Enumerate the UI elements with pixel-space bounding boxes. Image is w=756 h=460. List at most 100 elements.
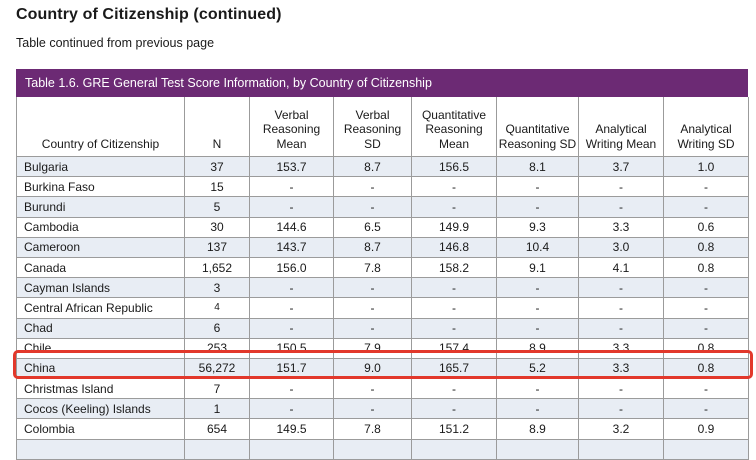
score-cell: 8.9 (496, 418, 579, 440)
score-cell: 8.7 (333, 236, 412, 258)
header-row: Country of Citizenship N Verbal Reasoning … (16, 97, 749, 157)
score-cell: - (333, 398, 412, 420)
score-cell: - (411, 196, 497, 218)
table-row: Burundi 5- - - - - - (16, 196, 749, 218)
empty-cell (16, 438, 185, 460)
country-cell: Cocos (Keeling) Islands (16, 398, 185, 420)
n-cell: 15 (184, 176, 250, 198)
score-cell: - (411, 378, 497, 400)
n-cell: 6 (184, 317, 250, 339)
score-cell: 6.5 (333, 216, 412, 238)
table-caption-bar: Table 1.6. GRE General Test Score Inform… (16, 69, 748, 97)
country-cell: Cameroon (16, 236, 185, 258)
n-cell: 654 (184, 418, 250, 440)
score-cell: 143.7 (249, 236, 334, 258)
score-cell: - (496, 176, 579, 198)
gre-score-table: Country of Citizenship N Verbal Reasoning … (16, 97, 749, 460)
table-row: Bulgaria 37 153.7 8.7 156.5 8.1 3.7 1.0 (16, 155, 749, 178)
score-cell: - (333, 378, 412, 400)
score-cell: 7.9 (333, 337, 412, 359)
score-cell: - (411, 176, 497, 198)
score-cell: - (249, 398, 334, 420)
score-cell: 0.6 (663, 216, 749, 238)
table-row: China 56,272 151.7 9.0 165.7 5.2 3.3 0.8 (16, 357, 749, 380)
score-cell: 149.9 (411, 216, 497, 238)
table-row: Central African Republic 4- - - - - - (16, 297, 749, 319)
n-cell: 1 (184, 398, 250, 420)
score-cell: - (578, 196, 664, 218)
score-cell: - (333, 277, 412, 299)
score-cell: - (663, 317, 749, 339)
score-cell: 10.4 (496, 236, 579, 258)
column-header: Analytical Writing SD (663, 97, 749, 157)
score-cell: 7.8 (333, 256, 412, 279)
score-cell: - (333, 317, 412, 339)
score-cell: 156.0 (249, 256, 334, 279)
n-cell: 7 (184, 378, 250, 400)
n-cell: 1,652 (184, 256, 250, 279)
score-cell: - (333, 176, 412, 198)
score-cell: 1.0 (663, 155, 749, 178)
table-body: Bulgaria 37 153.7 8.7 156.5 8.1 3.7 1.0 Burkina … (16, 155, 749, 460)
column-header: Verbal Reasoning Mean (249, 97, 334, 157)
score-cell: - (249, 277, 334, 299)
score-cell: 8.1 (496, 155, 579, 178)
table-row: Canada 1,652 156.0 7.8 158.2 9.1 4.1 0.8 (16, 256, 749, 279)
country-cell: Christmas Island (16, 378, 185, 400)
column-header: N (184, 97, 250, 157)
table-row: Chad 6- - - - - - (16, 317, 749, 339)
score-cell: 0.8 (663, 357, 749, 380)
country-cell: Burkina Faso (16, 176, 185, 198)
score-cell: 149.5 (249, 418, 334, 440)
score-cell: 3.7 (578, 155, 664, 178)
n-cell: 4 (184, 297, 250, 319)
score-cell: - (249, 176, 334, 198)
score-cell: 144.6 (249, 216, 334, 238)
score-cell: 8.9 (496, 337, 579, 359)
score-cell: - (496, 398, 579, 420)
table-row: Cameroon 137 143.7 8.7 146.8 10.4 3.0 0.8 (16, 236, 749, 258)
score-cell: - (578, 176, 664, 198)
score-cell: - (411, 277, 497, 299)
score-cell: - (333, 297, 412, 319)
table-row-partial (16, 438, 749, 460)
empty-cell (249, 438, 334, 460)
table-row: Cayman Islands 3- - - - - - (16, 277, 749, 299)
score-cell: 3.0 (578, 236, 664, 258)
score-cell: - (578, 297, 664, 319)
n-cell: 5 (184, 196, 250, 218)
country-cell: Canada (16, 256, 185, 279)
n-cell: 30 (184, 216, 250, 238)
score-cell: - (411, 317, 497, 339)
column-header: Verbal Reasoning SD (333, 97, 412, 157)
score-cell: - (333, 196, 412, 218)
table-row: Chile 253 150.5 7.9 157.4 8.9 3.3 0.8 (16, 337, 749, 359)
n-cell: 56,272 (184, 357, 250, 380)
score-cell: - (496, 378, 579, 400)
score-cell: 0.9 (663, 418, 749, 440)
table-row: Burkina Faso 15- - - - - - (16, 176, 749, 198)
score-cell: - (496, 297, 579, 319)
table-row: Christmas Island 7- - - - - - (16, 378, 749, 400)
country-cell: Cambodia (16, 216, 185, 238)
score-cell: 153.7 (249, 155, 334, 178)
score-cell: - (411, 297, 497, 319)
country-cell: Chad (16, 317, 185, 339)
score-cell: 0.8 (663, 337, 749, 359)
column-header: Quantitative Reasoning SD (496, 97, 579, 157)
score-cell: 3.3 (578, 216, 664, 238)
table-row: Cocos (Keeling) Islands 1- - - - - - (16, 398, 749, 420)
n-cell: 3 (184, 277, 250, 299)
country-cell: Chile (16, 337, 185, 359)
score-cell: - (249, 297, 334, 319)
score-cell: 0.8 (663, 236, 749, 258)
score-cell: 9.3 (496, 216, 579, 238)
score-cell: - (496, 196, 579, 218)
score-cell: 158.2 (411, 256, 497, 279)
score-cell: - (663, 277, 749, 299)
score-cell: - (249, 378, 334, 400)
score-cell: 0.8 (663, 256, 749, 279)
empty-cell (184, 438, 250, 460)
score-cell: - (663, 196, 749, 218)
table-continuation-note: Table continued from previous page (16, 36, 215, 50)
